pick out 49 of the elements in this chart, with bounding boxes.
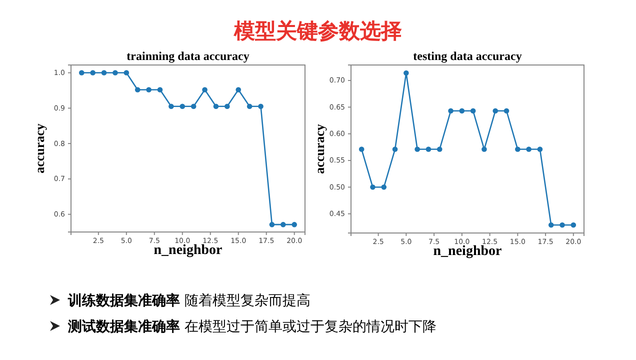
point <box>190 104 196 110</box>
point <box>358 146 364 152</box>
point <box>280 222 286 228</box>
text: 训练数据集准确率 随着模型复杂而提高 <box>67 292 310 309</box>
point <box>482 146 487 152</box>
point <box>448 108 454 114</box>
point <box>292 222 298 228</box>
point <box>112 70 118 76</box>
point <box>436 146 442 152</box>
point <box>381 184 387 190</box>
point <box>492 108 498 114</box>
point <box>101 70 107 76</box>
point <box>515 146 520 152</box>
point <box>392 146 398 152</box>
y-axis-title: accuracy <box>312 124 327 174</box>
point <box>404 70 409 76</box>
point <box>134 87 140 92</box>
point <box>504 108 510 114</box>
point <box>246 104 252 110</box>
point <box>470 108 476 114</box>
y-axis-title: accuracy <box>32 123 47 174</box>
point <box>202 87 208 92</box>
point <box>414 146 420 152</box>
point <box>224 104 230 110</box>
point <box>560 222 565 228</box>
point <box>213 104 219 110</box>
x-axis-title: n_neighbor <box>154 243 222 258</box>
point <box>157 87 163 92</box>
text: 测试数据集准确率 在模型过于简单或过于复杂的情况时下降 <box>67 318 436 335</box>
point <box>258 104 264 110</box>
point <box>459 108 465 114</box>
x-axis-title: n_neighbor <box>433 244 502 259</box>
chart-title: trainning data accuracy <box>126 49 250 63</box>
point <box>168 104 174 110</box>
point <box>548 222 554 228</box>
point <box>570 222 576 228</box>
point <box>426 146 432 152</box>
point <box>537 146 543 152</box>
point <box>90 70 96 76</box>
point <box>526 146 532 152</box>
point <box>236 87 242 92</box>
point <box>78 70 84 76</box>
point <box>370 184 376 190</box>
point <box>146 87 152 92</box>
point <box>124 70 130 76</box>
point <box>180 104 186 110</box>
text: 模型关键参数选择 <box>233 19 402 43</box>
point <box>269 222 275 228</box>
chart-title: testing data accuracy <box>413 49 522 63</box>
